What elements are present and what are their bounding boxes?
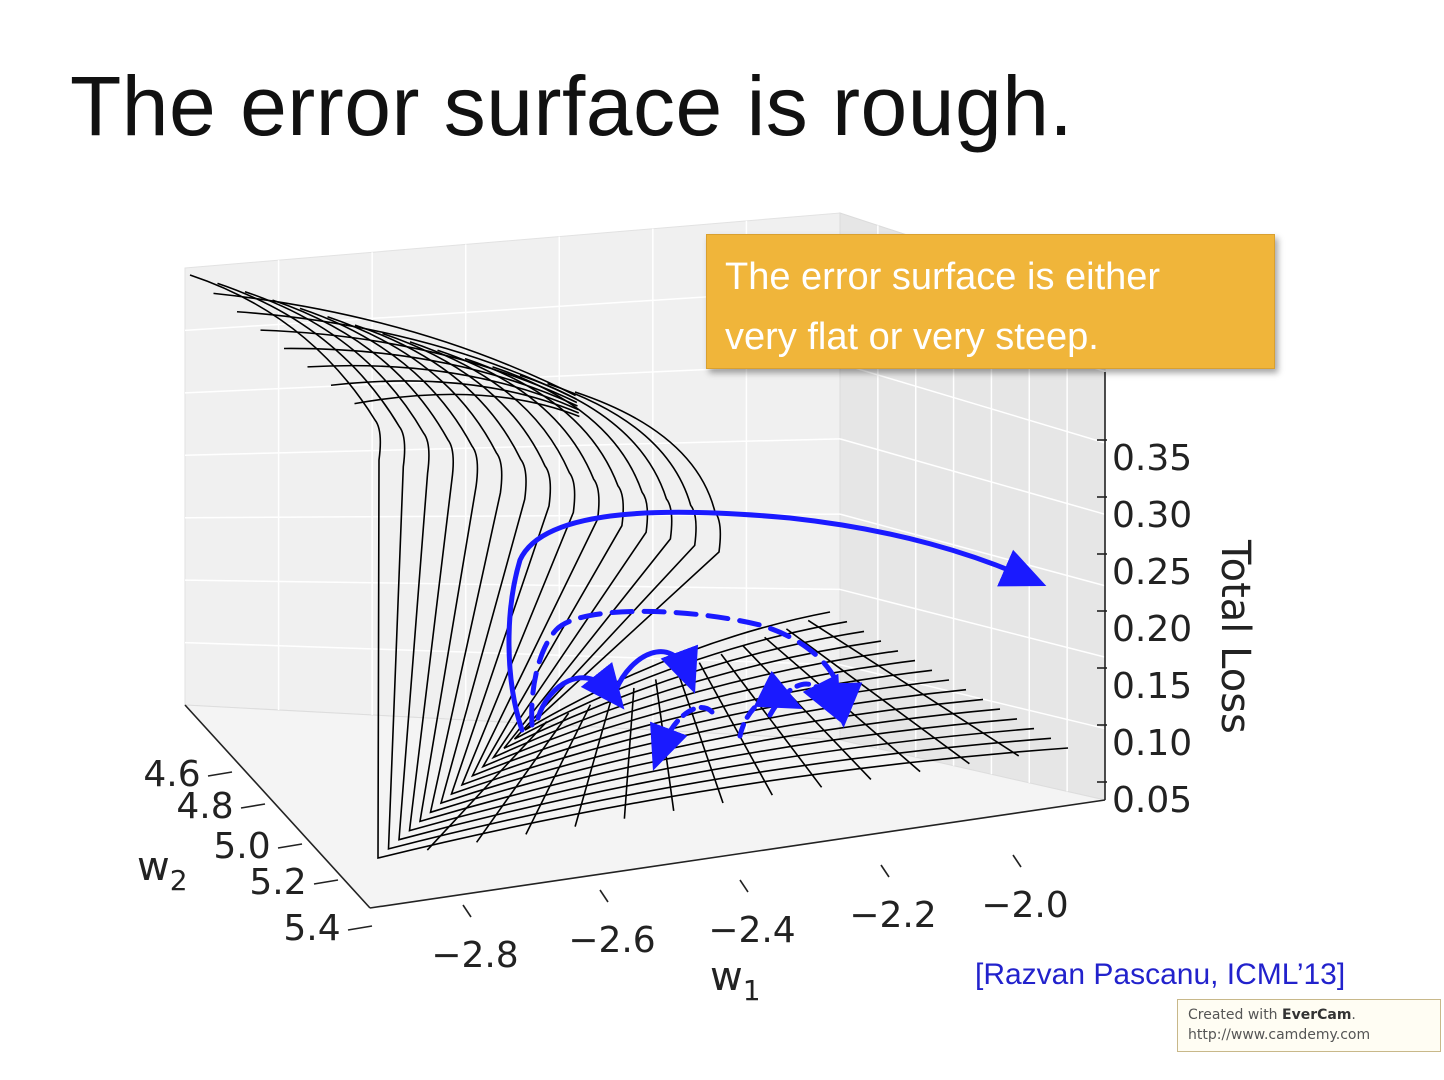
loss-tick-label: 0.05	[1112, 780, 1192, 821]
surface-wireframe	[189, 274, 1069, 860]
callout-line-1: The error surface is either	[725, 256, 1161, 298]
surface-line-w2	[299, 307, 1001, 823]
surface-line-w1-top	[283, 347, 578, 407]
pane-gridline	[184, 438, 841, 457]
w1-tick-label: −2.0	[981, 885, 1068, 926]
pane-gridline	[839, 438, 1106, 516]
surface-line-w1-top	[330, 380, 580, 414]
surface-line-w1-floor	[475, 712, 570, 843]
small-step-arrow-2	[613, 644, 698, 694]
surface-line-w1-top	[354, 393, 580, 418]
w1-axis-line	[369, 799, 1106, 909]
pane-gridline	[839, 513, 1106, 587]
surface-line-w1-floor	[525, 704, 592, 835]
pane-gridline	[839, 588, 1106, 658]
w1-tick-label: −2.4	[708, 910, 795, 951]
w2-axis-line	[184, 704, 371, 909]
w1-ticks: −2.8 −2.6 −2.4 −2.2 −2.0	[431, 854, 1069, 976]
w1-tick-label: −2.6	[568, 920, 655, 961]
loss-tick-label: 0.20	[1112, 609, 1192, 650]
w2-tick-label: 4.6	[143, 754, 200, 795]
w1-tick	[880, 864, 890, 878]
w1-tick	[739, 879, 749, 893]
small-step-arrow-5	[767, 673, 842, 723]
surface-line-w2	[503, 374, 865, 750]
w2-tick-label: 5.2	[249, 862, 306, 903]
w1-tick	[599, 889, 609, 903]
dashed-jump-arrow	[529, 608, 863, 728]
w1-tick-label: −2.8	[431, 935, 518, 976]
loss-tick-label: 0.25	[1112, 552, 1192, 593]
citation: [Razvan Pascanu, ICML’13]	[975, 958, 1346, 991]
w1-label-main: w	[710, 954, 743, 1000]
w2-tick	[277, 843, 303, 849]
loss-tick-label: 0.35	[1112, 438, 1192, 479]
w2-tick	[207, 771, 233, 777]
w2-tick	[313, 879, 339, 885]
watermark-url[interactable]: http://www.camdemy.com	[1188, 1027, 1371, 1043]
w2-ticks: 4.64.85.05.2 5.4	[143, 754, 373, 949]
surface-line-w1-floor	[623, 687, 635, 819]
slide-title: The error surface is rough.	[70, 59, 1074, 153]
loss-tick-label: 0.10	[1112, 723, 1192, 764]
w1-tick	[1012, 854, 1022, 868]
w1-tick-label: −2.2	[849, 895, 936, 936]
surface-line-w2	[354, 324, 967, 805]
surface-line-w1-floor	[698, 662, 774, 796]
w2-tick	[347, 925, 373, 931]
loss-ticks: 0.35 0.30 0.25 0.20 0.15 0.10 0.05	[1097, 438, 1192, 821]
surface-line-w1-floor	[574, 696, 613, 827]
watermark-prefix: Created with	[1188, 1007, 1283, 1023]
surface-line-w1-top	[213, 292, 576, 397]
surface-line-w1-top	[260, 329, 578, 404]
surface-line-w2	[491, 366, 882, 760]
descent-arrows	[506, 509, 1047, 771]
w2-tick-label: 5.0	[213, 826, 270, 867]
w1-axis-label: w1	[710, 954, 761, 1007]
w2-label-sub: 2	[170, 864, 188, 897]
small-step-arrow-3	[650, 705, 715, 771]
surface-line-w2	[272, 299, 1018, 832]
w2-tick-label: 5.4	[283, 908, 340, 949]
loss-axis-label: Total Loss	[1212, 539, 1258, 734]
surface-line-w2	[189, 274, 1069, 860]
w1-label-sub: 1	[743, 974, 761, 1007]
surface-line-w2	[513, 382, 848, 740]
w2-tick-label: 4.8	[176, 786, 233, 827]
surface-line-w1-top	[307, 364, 579, 411]
w2-axis-label: w2	[137, 844, 188, 897]
surface-line-w2	[327, 316, 984, 814]
small-step-arrow-1	[535, 661, 625, 721]
loss-tick-label: 0.30	[1112, 495, 1192, 536]
surface-line-w2	[217, 282, 1052, 850]
surface-line-w2	[524, 391, 831, 731]
pane-gridline	[839, 362, 1106, 444]
big-jump-arrow	[506, 509, 1047, 733]
watermark-suffix: .	[1351, 1007, 1356, 1023]
watermark-line-1: Created with EverCam.	[1188, 1005, 1430, 1025]
pane-gridline	[839, 663, 1106, 730]
w1-tick	[462, 904, 472, 918]
surface-line-w1-floor	[720, 653, 823, 788]
watermark-brand: EverCam	[1282, 1007, 1352, 1023]
surface-line-w1-floor	[785, 628, 970, 765]
callout-line-2: very flat or very steep.	[725, 316, 1099, 358]
w2-label-main: w	[137, 844, 170, 890]
axes	[184, 372, 1106, 909]
w2-tick	[240, 803, 266, 809]
watermark[interactable]: Created with EverCam. http://www.camdemy…	[1177, 999, 1441, 1052]
surface-line-w1-floor	[426, 721, 548, 851]
loss-tick-label: 0.15	[1112, 666, 1192, 707]
surface-line-w1-floor	[807, 619, 1020, 757]
surface-line-w1-top	[236, 310, 577, 400]
callout-box: The error surface is either very flat or…	[706, 234, 1275, 369]
